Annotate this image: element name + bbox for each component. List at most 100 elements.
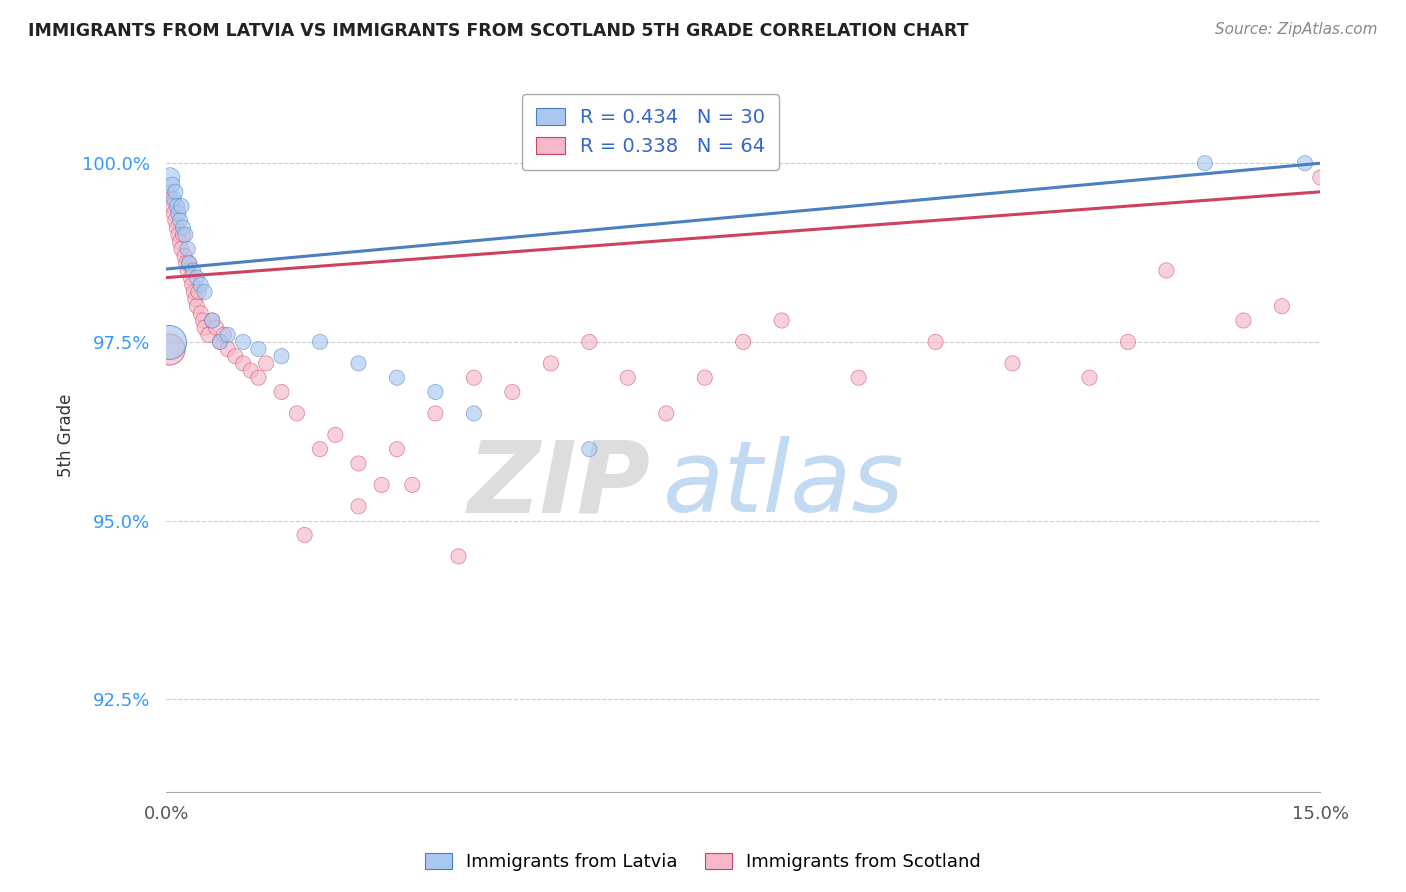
Point [385, 442, 408, 457]
Point [540, 356, 562, 370]
Point [173, 249, 195, 263]
Point [190, 277, 212, 292]
Point [157, 334, 180, 349]
Point [224, 349, 246, 363]
Point [208, 334, 231, 349]
Point [166, 220, 188, 235]
Point [385, 370, 408, 384]
Point [190, 306, 212, 320]
Point [463, 370, 485, 384]
Point [179, 256, 201, 270]
Point [270, 384, 292, 399]
Point [232, 334, 254, 349]
Point [501, 384, 523, 399]
Point [205, 320, 228, 334]
Legend: R = 0.434   N = 30, R = 0.338   N = 64: R = 0.434 N = 30, R = 0.338 N = 64 [522, 95, 779, 170]
Point [309, 442, 332, 457]
Point [325, 428, 347, 442]
Point [165, 185, 187, 199]
Point [425, 406, 447, 420]
Text: IMMIGRANTS FROM LATVIA VS IMMIGRANTS FROM SCOTLAND 5TH GRADE CORRELATION CHART: IMMIGRANTS FROM LATVIA VS IMMIGRANTS FRO… [28, 22, 969, 40]
Y-axis label: 5th Grade: 5th Grade [58, 393, 75, 476]
Point [176, 263, 198, 277]
Point [169, 213, 191, 227]
Point [1116, 334, 1139, 349]
Point [172, 220, 194, 235]
Point [193, 320, 215, 334]
Point [163, 192, 186, 206]
Point [167, 227, 190, 242]
Point [201, 313, 224, 327]
Point [167, 206, 190, 220]
Point [447, 549, 470, 564]
Point [848, 370, 870, 384]
Point [174, 227, 197, 242]
Text: ZIP: ZIP [468, 436, 651, 533]
Point [162, 199, 184, 213]
Point [169, 235, 191, 249]
Point [1001, 356, 1024, 370]
Point [181, 277, 204, 292]
Point [208, 334, 231, 349]
Point [193, 285, 215, 299]
Point [197, 327, 219, 342]
Point [1078, 370, 1101, 384]
Point [181, 263, 204, 277]
Point [165, 213, 187, 227]
Point [217, 327, 239, 342]
Point [401, 478, 423, 492]
Point [270, 349, 292, 363]
Point [217, 342, 239, 356]
Point [370, 478, 392, 492]
Point [1294, 156, 1316, 170]
Point [157, 342, 180, 356]
Point [184, 292, 207, 306]
Point [201, 313, 224, 327]
Point [425, 384, 447, 399]
Point [254, 356, 277, 370]
Point [347, 500, 370, 514]
Point [733, 334, 755, 349]
Point [247, 370, 270, 384]
Point [157, 185, 180, 199]
Point [176, 242, 198, 256]
Point [578, 442, 600, 457]
Point [180, 270, 202, 285]
Point [186, 299, 208, 313]
Point [309, 334, 332, 349]
Point [247, 342, 270, 356]
Point [285, 406, 308, 420]
Point [294, 528, 316, 542]
Point [186, 270, 208, 285]
Point [693, 370, 716, 384]
Point [232, 356, 254, 370]
Point [212, 327, 235, 342]
Point [617, 370, 640, 384]
Point [578, 334, 600, 349]
Point [170, 242, 193, 256]
Point [159, 170, 181, 185]
Point [463, 406, 485, 420]
Point [166, 199, 188, 213]
Point [191, 313, 214, 327]
Point [770, 313, 793, 327]
Point [347, 457, 370, 471]
Point [347, 356, 370, 370]
Point [1232, 313, 1254, 327]
Point [170, 199, 193, 213]
Text: atlas: atlas [662, 436, 904, 533]
Legend: Immigrants from Latvia, Immigrants from Scotland: Immigrants from Latvia, Immigrants from … [418, 846, 988, 879]
Text: Source: ZipAtlas.com: Source: ZipAtlas.com [1215, 22, 1378, 37]
Point [179, 256, 201, 270]
Point [924, 334, 946, 349]
Point [163, 206, 186, 220]
Point [1309, 170, 1331, 185]
Point [162, 178, 184, 192]
Point [187, 285, 209, 299]
Point [174, 256, 197, 270]
Point [1194, 156, 1216, 170]
Point [655, 406, 678, 420]
Point [239, 363, 262, 377]
Point [172, 227, 194, 242]
Point [1271, 299, 1294, 313]
